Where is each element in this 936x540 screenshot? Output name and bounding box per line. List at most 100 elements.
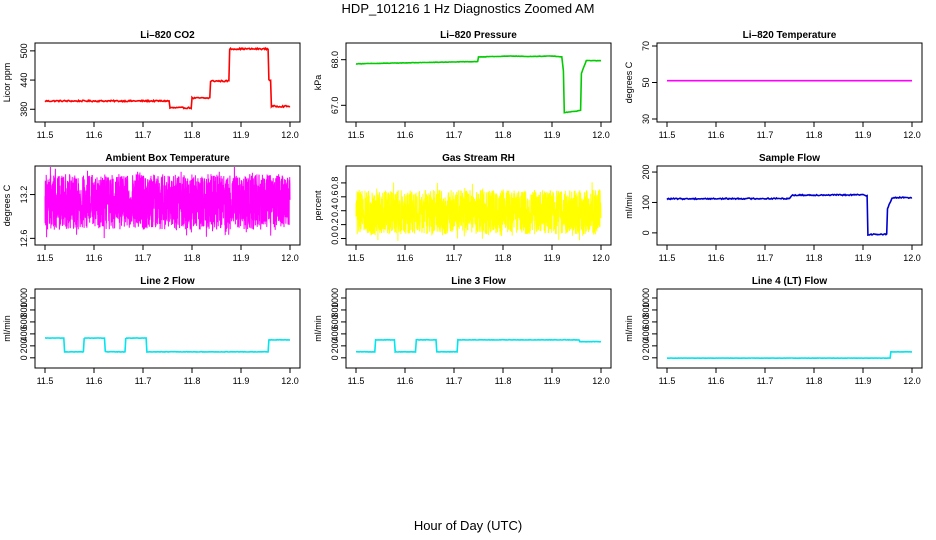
x-tick-label: 11.7 xyxy=(446,376,463,386)
y-axis-label: degrees C xyxy=(624,61,634,103)
x-tick-label: 11.6 xyxy=(397,376,414,386)
x-tick-label: 11.9 xyxy=(544,253,561,263)
x-tick-label: 11.8 xyxy=(184,130,201,140)
y-axis-label: ml/min xyxy=(624,315,634,342)
x-tick-label: 11.8 xyxy=(184,253,201,263)
x-tick-label: 12.0 xyxy=(592,130,610,140)
x-tick-label: 11.8 xyxy=(806,376,823,386)
y-tick-label: 0.4 xyxy=(330,204,340,217)
x-tick-label: 11.9 xyxy=(544,376,561,386)
y-axis-label: ml/min xyxy=(313,315,323,342)
x-tick-label: 12.0 xyxy=(281,130,299,140)
x-tick-label: 11.9 xyxy=(855,130,872,140)
x-tick-label: 11.7 xyxy=(757,253,774,263)
y-axis-label: ml/min xyxy=(2,315,12,342)
y-tick-label: 67.0 xyxy=(330,97,340,115)
x-tick-label: 11.8 xyxy=(495,130,512,140)
y-tick-label: 0.6 xyxy=(330,191,340,204)
y-axis-label: percent xyxy=(313,190,323,221)
y-tick-label: 800 xyxy=(19,302,29,317)
x-tick-label: 11.5 xyxy=(659,253,676,263)
series-line xyxy=(45,337,290,353)
x-tick-label: 11.6 xyxy=(708,376,725,386)
x-tick-label: 11.5 xyxy=(348,253,365,263)
x-tick-label: 12.0 xyxy=(903,376,921,386)
panel-title: Li–820 Temperature xyxy=(743,30,837,41)
x-tick-label: 11.6 xyxy=(86,253,103,263)
x-tick-label: 12.0 xyxy=(903,130,921,140)
x-tick-label: 11.8 xyxy=(806,253,823,263)
x-tick-label: 11.9 xyxy=(233,130,250,140)
y-tick-label: 100 xyxy=(641,195,651,210)
x-tick-label: 11.6 xyxy=(86,376,103,386)
panel-gas-stream-rh: Gas Stream RH percent 11.5 11.6 11.7 11.8 11.9… xyxy=(313,153,612,263)
panel-frame xyxy=(345,165,612,246)
y-tick-label: 0 xyxy=(19,355,29,360)
y-tick-label: 400 xyxy=(19,326,29,341)
x-tick-label: 12.0 xyxy=(592,253,610,263)
x-tick-label: 12.0 xyxy=(592,376,610,386)
y-tick-label: 200 xyxy=(641,338,651,353)
panel-title: Li–820 CO2 xyxy=(140,30,195,41)
figure-title: HDP_101216 1 Hz Diagnostics Zoomed AM xyxy=(341,1,595,16)
x-tick-label: 11.8 xyxy=(184,376,201,386)
panel-frame xyxy=(34,288,301,369)
x-tick-label: 11.9 xyxy=(233,253,250,263)
x-tick-label: 11.5 xyxy=(659,130,676,140)
y-tick-label: 800 xyxy=(330,302,340,317)
panel-title: Ambient Box Temperature xyxy=(105,153,230,164)
y-tick-label: 400 xyxy=(641,326,651,341)
figure-xlabel: Hour of Day (UTC) xyxy=(413,518,523,533)
panel-title: Line 4 (LT) Flow xyxy=(752,276,828,287)
x-tick-label: 11.5 xyxy=(37,130,54,140)
y-tick-label: 380 xyxy=(19,102,29,117)
y-tick-label: 70 xyxy=(641,41,651,51)
panel-li820-temperature: Li–820 Temperature degrees C 11.5 11.6 11.7 1… xyxy=(624,30,923,140)
x-tick-label: 11.8 xyxy=(806,130,823,140)
y-tick-label: 200 xyxy=(19,338,29,353)
panel-li820-co2: Li–820 CO2 Licor ppm 11.5 11.6 11.7 11.8 11.9 1… xyxy=(2,30,301,140)
panel-li820-pressure: Li–820 Pressure kPa 11.5 11.6 11.7 11.8 11.9 12… xyxy=(313,30,612,140)
panel-sample-flow: Sample Flow ml/min 11.5 11.6 11.7 11.8 11.9 12.… xyxy=(624,153,923,263)
x-tick-label: 11.8 xyxy=(495,253,512,263)
y-axis-label: ml/min xyxy=(624,192,634,219)
panel-title: Line 3 Flow xyxy=(451,276,506,287)
x-tick-label: 11.6 xyxy=(397,130,414,140)
x-tick-label: 11.9 xyxy=(233,376,250,386)
x-tick-label: 11.7 xyxy=(135,130,152,140)
x-tick-label: 11.6 xyxy=(397,253,414,263)
x-tick-label: 11.9 xyxy=(855,253,872,263)
y-tick-label: 0 xyxy=(330,355,340,360)
y-tick-label: 800 xyxy=(641,302,651,317)
y-tick-label: 0.8 xyxy=(330,177,340,190)
x-tick-label: 11.6 xyxy=(708,253,725,263)
y-axis-label: degrees C xyxy=(2,184,12,226)
y-tick-label: 0.0 xyxy=(330,232,340,245)
x-tick-label: 11.7 xyxy=(446,130,463,140)
x-tick-label: 11.6 xyxy=(86,130,103,140)
panel-ambient-box-temperature: Ambient Box Temperature degrees C 11.5 11.6… xyxy=(2,153,301,263)
y-tick-label: 200 xyxy=(330,338,340,353)
panel-frame xyxy=(656,42,923,123)
x-tick-label: 11.7 xyxy=(757,130,774,140)
panel-title: Line 2 Flow xyxy=(140,276,195,287)
y-axis-label: kPa xyxy=(313,75,323,91)
y-axis-label: Licor ppm xyxy=(2,63,12,103)
x-tick-label: 12.0 xyxy=(903,253,921,263)
panel-line-4-lt-flow: Line 4 (LT) Flow ml/min 11.5 11.6 11.7 11.8 11… xyxy=(624,276,923,386)
panel-title: Li–820 Pressure xyxy=(440,30,517,41)
x-tick-label: 12.0 xyxy=(281,376,299,386)
y-tick-label: 600 xyxy=(330,314,340,329)
panel-frame xyxy=(345,288,612,369)
y-tick-label: 400 xyxy=(330,326,340,341)
series-line xyxy=(666,193,913,237)
x-tick-label: 11.7 xyxy=(446,253,463,263)
x-tick-label: 12.0 xyxy=(281,253,299,263)
panel-frame xyxy=(656,288,923,369)
series-line xyxy=(44,46,291,110)
y-tick-label: 200 xyxy=(641,165,651,180)
panel-frame xyxy=(34,42,301,123)
panel-title: Sample Flow xyxy=(759,153,820,164)
